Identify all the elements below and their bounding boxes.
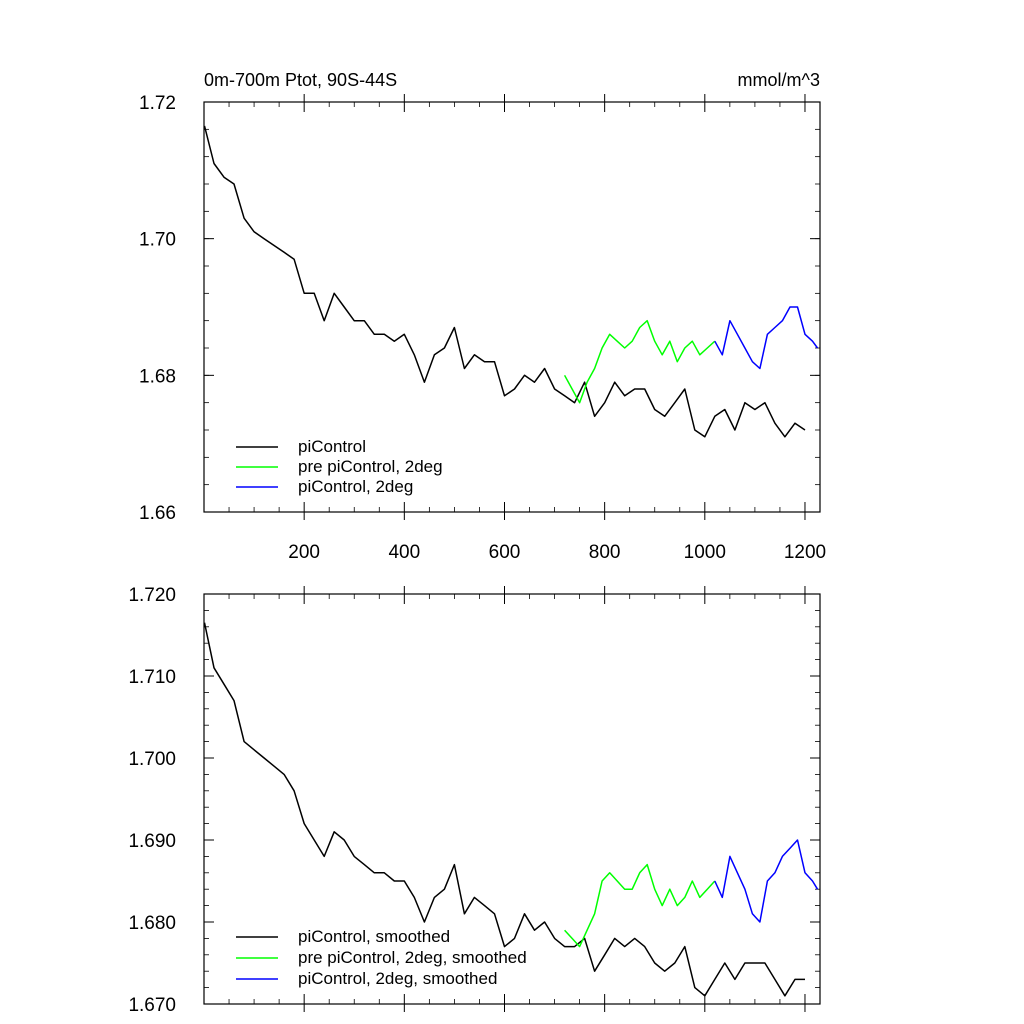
x-tick-label: 1000 bbox=[684, 542, 726, 563]
y-tick-label: 1.70 bbox=[139, 230, 176, 251]
x-tick-label: 200 bbox=[288, 542, 320, 563]
x-tick-label: 600 bbox=[489, 542, 521, 563]
legend-label: piControl, 2deg bbox=[298, 477, 413, 496]
bottom-series-group bbox=[203, 622, 819, 997]
y-tick-label: 1.720 bbox=[128, 585, 176, 606]
series-line-pre-picontrol-2deg-smoothed bbox=[564, 863, 716, 948]
y-tick-label: 1.72 bbox=[139, 93, 176, 114]
legend-label: pre piControl, 2deg bbox=[298, 457, 443, 476]
y-tick-label: 1.670 bbox=[128, 995, 176, 1016]
y-tick-label: 1.700 bbox=[128, 749, 176, 770]
x-tick-label: 400 bbox=[388, 542, 420, 563]
series-line-picontrol-2deg-smoothed bbox=[714, 839, 819, 923]
y-tick-label: 1.66 bbox=[139, 503, 176, 524]
y-tick-label: 1.690 bbox=[128, 831, 176, 852]
top-chart-title: 0m-700m Ptot, 90S-44S bbox=[204, 70, 397, 90]
series-line-picontrol-smoothed bbox=[203, 622, 805, 997]
series-line-picontrol-2deg bbox=[714, 306, 819, 370]
legend-label: piControl, smoothed bbox=[298, 927, 450, 946]
series-line-pre-picontrol-2deg bbox=[563, 319, 716, 404]
y-tick-label: 1.68 bbox=[139, 366, 176, 387]
bottom-axis-ticks: 1.670 1.680 1.690 1.700 1.710 1.720 bbox=[128, 585, 820, 1016]
x-tick-label: 800 bbox=[589, 542, 621, 563]
top-plot-frame bbox=[203, 101, 821, 513]
series-line-picontrol bbox=[203, 125, 806, 438]
bottom-legend: piControl, smoothed pre piControl, 2deg, … bbox=[236, 927, 527, 988]
legend-label: pre piControl, 2deg, smoothed bbox=[298, 948, 527, 967]
y-tick-label: 1.680 bbox=[128, 913, 176, 934]
bottom-panel: 1.670 1.680 1.690 1.700 1.710 1.720 piControl… bbox=[128, 585, 821, 1016]
top-series-group bbox=[203, 125, 819, 438]
top-chart-units: mmol/m^3 bbox=[738, 70, 820, 90]
y-tick-label: 1.710 bbox=[128, 667, 176, 688]
bottom-plot-frame bbox=[203, 593, 821, 1005]
legend-label: piControl, 2deg, smoothed bbox=[298, 969, 497, 988]
legend-label: piControl bbox=[298, 437, 366, 456]
top-axis-ticks: 1.66 1.68 1.70 1.72 200 400 600 800 1000 1200 bbox=[139, 93, 826, 563]
top-panel: 0m-700m Ptot, 90S-44S mmol/m^3 1.661.681… bbox=[139, 70, 826, 563]
x-tick-label: 1200 bbox=[784, 542, 826, 563]
